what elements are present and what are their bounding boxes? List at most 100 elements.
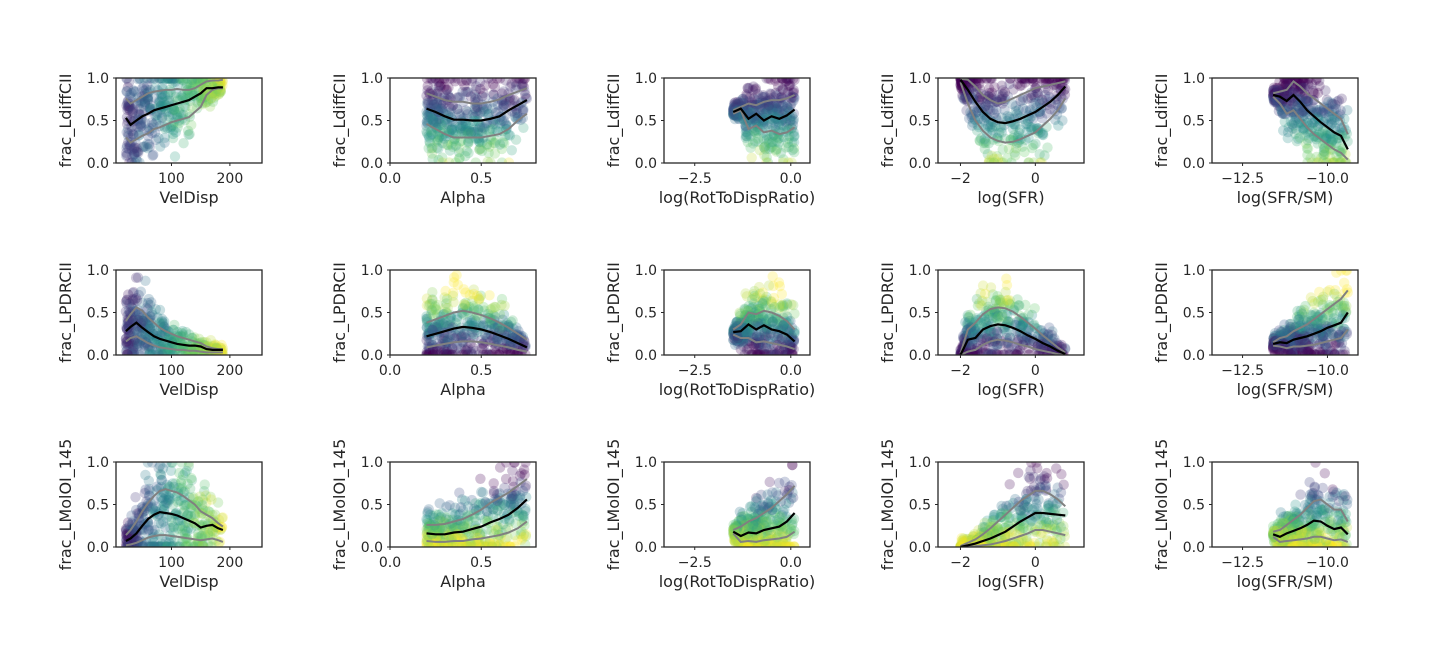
scatter-point xyxy=(753,300,764,311)
scatter-point xyxy=(768,292,780,304)
scatter-point xyxy=(140,118,151,129)
scatter-point xyxy=(730,325,741,336)
scatter-point xyxy=(442,302,453,314)
scatter-point xyxy=(1007,98,1018,110)
scatter-point xyxy=(134,103,145,115)
scatter-point xyxy=(425,130,436,141)
scatter-point xyxy=(140,484,151,495)
scatter-point xyxy=(121,295,132,306)
scatter-point xyxy=(159,132,170,143)
x-axis-label: log(RotToDispRatio) xyxy=(659,380,816,399)
scatter-point xyxy=(449,502,461,513)
scatter-point xyxy=(422,128,433,139)
scatter-point xyxy=(516,468,527,479)
scatter-point xyxy=(1300,89,1311,100)
scatter-point xyxy=(970,324,981,335)
scatter-point xyxy=(746,303,757,314)
scatter-point xyxy=(162,89,174,100)
scatter-point xyxy=(763,313,774,324)
scatter-point xyxy=(785,115,796,126)
scatter-point xyxy=(426,304,437,316)
scatter-point xyxy=(161,512,172,523)
scatter-point xyxy=(425,112,436,123)
scatter-point xyxy=(447,141,458,152)
scatter-point xyxy=(1317,330,1329,341)
scatter-point xyxy=(1319,146,1330,157)
scatter-point xyxy=(1285,318,1297,330)
scatter-point xyxy=(1328,157,1339,163)
scatter-point xyxy=(145,541,156,547)
scatter-point xyxy=(452,78,463,84)
scatter-point xyxy=(147,525,158,537)
scatter-point xyxy=(1269,333,1280,345)
scatter-point xyxy=(785,335,796,347)
scatter-point xyxy=(496,143,508,155)
scatter-point xyxy=(780,349,791,355)
scatter-point xyxy=(1327,109,1338,121)
scatter-point xyxy=(127,287,139,299)
scatter-point xyxy=(450,157,461,163)
scatter-point xyxy=(1037,129,1048,140)
scatter-point xyxy=(477,91,488,102)
scatter-point xyxy=(422,349,434,355)
scatter-point xyxy=(144,347,156,355)
scatter-point xyxy=(169,78,180,84)
scatter-point xyxy=(972,332,984,343)
scatter-point xyxy=(175,520,186,532)
scatter-point xyxy=(1004,298,1015,310)
scatter-point xyxy=(1302,95,1313,106)
scatter-point xyxy=(783,133,794,144)
scatter-point xyxy=(154,96,166,108)
scatter-point xyxy=(207,96,219,108)
scatter-point xyxy=(777,157,789,163)
scatter-point xyxy=(1278,91,1290,103)
scatter-point xyxy=(785,99,796,111)
scatter-point xyxy=(1318,349,1329,355)
scatter-point xyxy=(765,345,776,355)
scatter-point xyxy=(489,148,501,159)
scatter-point xyxy=(1308,85,1319,97)
scatter-point xyxy=(164,106,175,118)
scatter-point xyxy=(451,343,463,354)
scatter-point xyxy=(753,93,764,104)
scatter-point xyxy=(742,108,753,119)
scatter-point xyxy=(150,117,162,128)
scatter-point xyxy=(513,78,524,84)
scatter-point xyxy=(1278,78,1290,90)
scatter-point xyxy=(983,104,994,115)
scatter-point xyxy=(421,524,432,535)
scatter-point xyxy=(452,92,463,103)
scatter-point xyxy=(759,91,770,103)
scatter-point xyxy=(980,100,991,111)
scatter-point xyxy=(757,110,768,122)
scatter-point xyxy=(130,146,142,158)
scatter-point xyxy=(1027,78,1039,84)
scatter-point xyxy=(1328,157,1339,163)
x-tick-label: 0.5 xyxy=(470,363,492,379)
scatter-point xyxy=(728,334,739,346)
scatter-point xyxy=(520,89,531,100)
scatter-point xyxy=(1311,78,1323,84)
scatter-point xyxy=(209,92,220,103)
scatter-point xyxy=(1281,78,1292,84)
scatter-point xyxy=(1332,155,1343,163)
scatter-point xyxy=(1324,300,1335,311)
scatter-point xyxy=(472,124,484,135)
median-line xyxy=(426,325,528,349)
scatter-point xyxy=(205,491,216,502)
scatter-point xyxy=(776,101,788,112)
scatter-point xyxy=(1305,349,1317,355)
scatter-point xyxy=(782,299,793,310)
scatter-point xyxy=(987,289,999,300)
scatter-point xyxy=(472,304,484,315)
scatter-point xyxy=(433,132,445,143)
scatter-point xyxy=(447,349,459,355)
scatter-point xyxy=(491,135,502,146)
scatter-point xyxy=(162,95,173,107)
scatter-point xyxy=(1295,117,1306,128)
y-tick-label: 1.0 xyxy=(635,263,657,279)
scatter-point xyxy=(168,104,180,115)
scatter-point xyxy=(216,512,228,524)
scatter-point xyxy=(1283,326,1294,337)
